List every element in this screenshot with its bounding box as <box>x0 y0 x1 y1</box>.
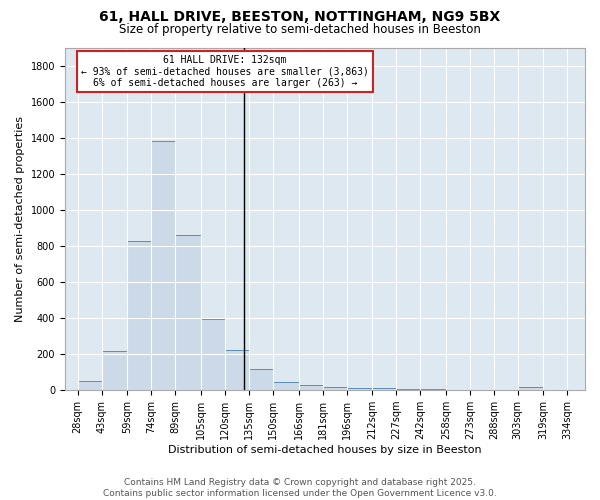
Bar <box>323 386 347 390</box>
Bar <box>102 350 127 390</box>
Bar <box>396 389 420 390</box>
Text: 61 HALL DRIVE: 132sqm
← 93% of semi-detached houses are smaller (3,863)
6% of se: 61 HALL DRIVE: 132sqm ← 93% of semi-deta… <box>81 54 369 88</box>
Bar <box>518 386 544 390</box>
Y-axis label: Number of semi-detached properties: Number of semi-detached properties <box>15 116 25 322</box>
Bar <box>273 382 299 390</box>
Text: Contains HM Land Registry data © Crown copyright and database right 2025.
Contai: Contains HM Land Registry data © Crown c… <box>103 478 497 498</box>
Text: 61, HALL DRIVE, BEESTON, NOTTINGHAM, NG9 5BX: 61, HALL DRIVE, BEESTON, NOTTINGHAM, NG9… <box>100 10 500 24</box>
Bar <box>201 319 225 390</box>
Bar <box>127 240 151 390</box>
Bar <box>78 381 102 390</box>
Bar <box>225 350 249 390</box>
X-axis label: Distribution of semi-detached houses by size in Beeston: Distribution of semi-detached houses by … <box>168 445 482 455</box>
Bar <box>299 385 323 390</box>
Bar <box>151 142 175 390</box>
Bar <box>175 235 201 390</box>
Bar <box>249 368 273 390</box>
Bar <box>347 388 372 390</box>
Bar <box>372 388 396 390</box>
Text: Size of property relative to semi-detached houses in Beeston: Size of property relative to semi-detach… <box>119 22 481 36</box>
